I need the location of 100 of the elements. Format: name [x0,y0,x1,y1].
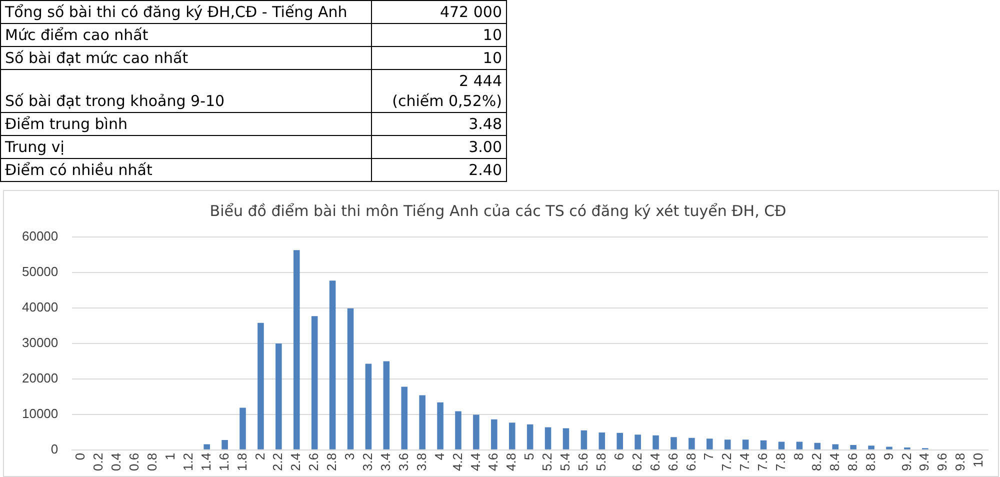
x-tick-label: 9 [880,452,896,460]
x-tick-label: 7.6 [755,452,770,472]
y-tick-label: 10000 [22,406,58,422]
x-tick-label: 7 [701,452,716,460]
x-tick-label: 8.8 [862,452,878,472]
bar [401,386,408,450]
bar [383,361,390,450]
x-tick-label: 0.6 [126,452,142,472]
bar [832,444,838,450]
x-tick-label: 0.2 [90,452,106,472]
x-tick-label: 8.2 [808,452,824,472]
x-tick-label: 7.4 [737,452,752,472]
x-tick-label: 8.4 [826,452,842,472]
bar [580,430,588,450]
text: 10 [372,24,506,46]
x-tick-label: 1.2 [180,452,196,472]
x-tick-label: 3 [342,452,358,460]
text: Số bài đạt mức cao nhất [0,46,372,70]
x-tick-label: 9.6 [934,452,950,472]
bar [562,428,570,450]
x-tick-label: 10 [970,452,986,468]
bar [706,438,713,450]
bar [508,422,516,450]
bar [473,414,480,450]
x-tick-label: 2.8 [324,452,340,472]
bar [778,442,785,450]
x-tick-label: 3.6 [396,452,411,472]
bar [311,316,318,450]
x-tick-label: 4.6 [486,452,501,472]
bar [347,308,354,450]
bar [850,444,856,450]
bar [742,440,749,450]
chart-title: Biểu đồ điểm bài thi môn Tiếng Anh của các TS có đăng ký xét tuyển ĐH, CĐ [210,202,786,220]
text: Mức điểm cao nhất [0,24,372,46]
x-tick-label: 4.8 [504,452,519,472]
bar [544,427,552,450]
x-tick-label: 0 [72,452,88,460]
text: 3.48 [372,112,506,136]
x-tick-label: 5.8 [593,452,608,472]
bar [634,434,641,450]
x-tick-label: 8 [791,452,806,460]
x-tick-label: 6.4 [647,452,662,472]
x-tick-label: 8.6 [844,452,860,472]
x-tick-label: 6.6 [665,452,680,472]
bar [276,343,282,450]
bar [526,424,534,450]
bar [616,432,624,450]
text: Điểm trung bình [0,112,372,136]
bar [814,442,821,450]
y-tick-label: 20000 [22,370,58,386]
text: Điểm có nhiều nhất [0,158,372,182]
bar [455,411,462,450]
bar [670,437,677,450]
bar [886,446,892,450]
x-tick-label: 1.6 [216,452,232,472]
bar [760,440,767,450]
x-tick-label: 1.4 [198,452,214,472]
x-tick-label: 6 [611,452,626,460]
x-tick-label: 3.8 [414,452,429,472]
text: Trung vị [0,136,372,158]
y-tick-label: 30000 [22,335,58,350]
bar [365,364,372,450]
bar [419,395,426,450]
x-tick-label: 5.6 [576,452,591,472]
x-tick-label: 2 [252,452,268,460]
x-tick-label: 1.8 [234,452,250,472]
x-tick-label: 3.2 [360,452,376,472]
bar [688,438,695,450]
bar [491,419,498,450]
bar [868,446,874,450]
y-tick-label: 40000 [22,300,58,315]
bar [437,402,444,450]
text: 472 000 [372,0,506,24]
bar [724,440,731,450]
x-tick-label: 5 [522,452,537,460]
x-tick-label: 4 [432,452,447,460]
bar [240,408,246,450]
x-tick-label: 5.4 [558,452,573,472]
bar [598,432,606,450]
text: Số bài đạt trong khoảng 9-10 [0,70,372,112]
text: Tổng số bài thi có đăng ký ĐH,CĐ - Tiếng Anh [0,0,372,24]
x-tick-label: 9.4 [916,452,932,472]
text: 3.00 [372,136,506,158]
x-tick-label: 6.8 [683,452,698,472]
x-tick-label: 2.4 [288,452,304,472]
text: 2.40 [372,158,506,182]
x-tick-label: 5.2 [540,452,555,472]
x-tick-label: 2.2 [270,452,286,472]
x-tick-label: 4.4 [468,452,483,472]
bar [652,435,659,450]
x-tick-label: 7.8 [773,452,788,472]
y-tick-label: 50000 [22,264,58,280]
x-tick-label: 9.8 [952,452,968,472]
x-tick-label: 0.8 [144,452,160,472]
text: 2 444 (chiếm 0,52%) [372,70,506,112]
bar [329,280,336,450]
x-tick-label: 2.6 [306,452,322,472]
x-tick-label: 9.2 [898,452,914,472]
x-tick-label: 4.2 [450,452,465,472]
x-tick-label: 7.2 [719,452,734,472]
